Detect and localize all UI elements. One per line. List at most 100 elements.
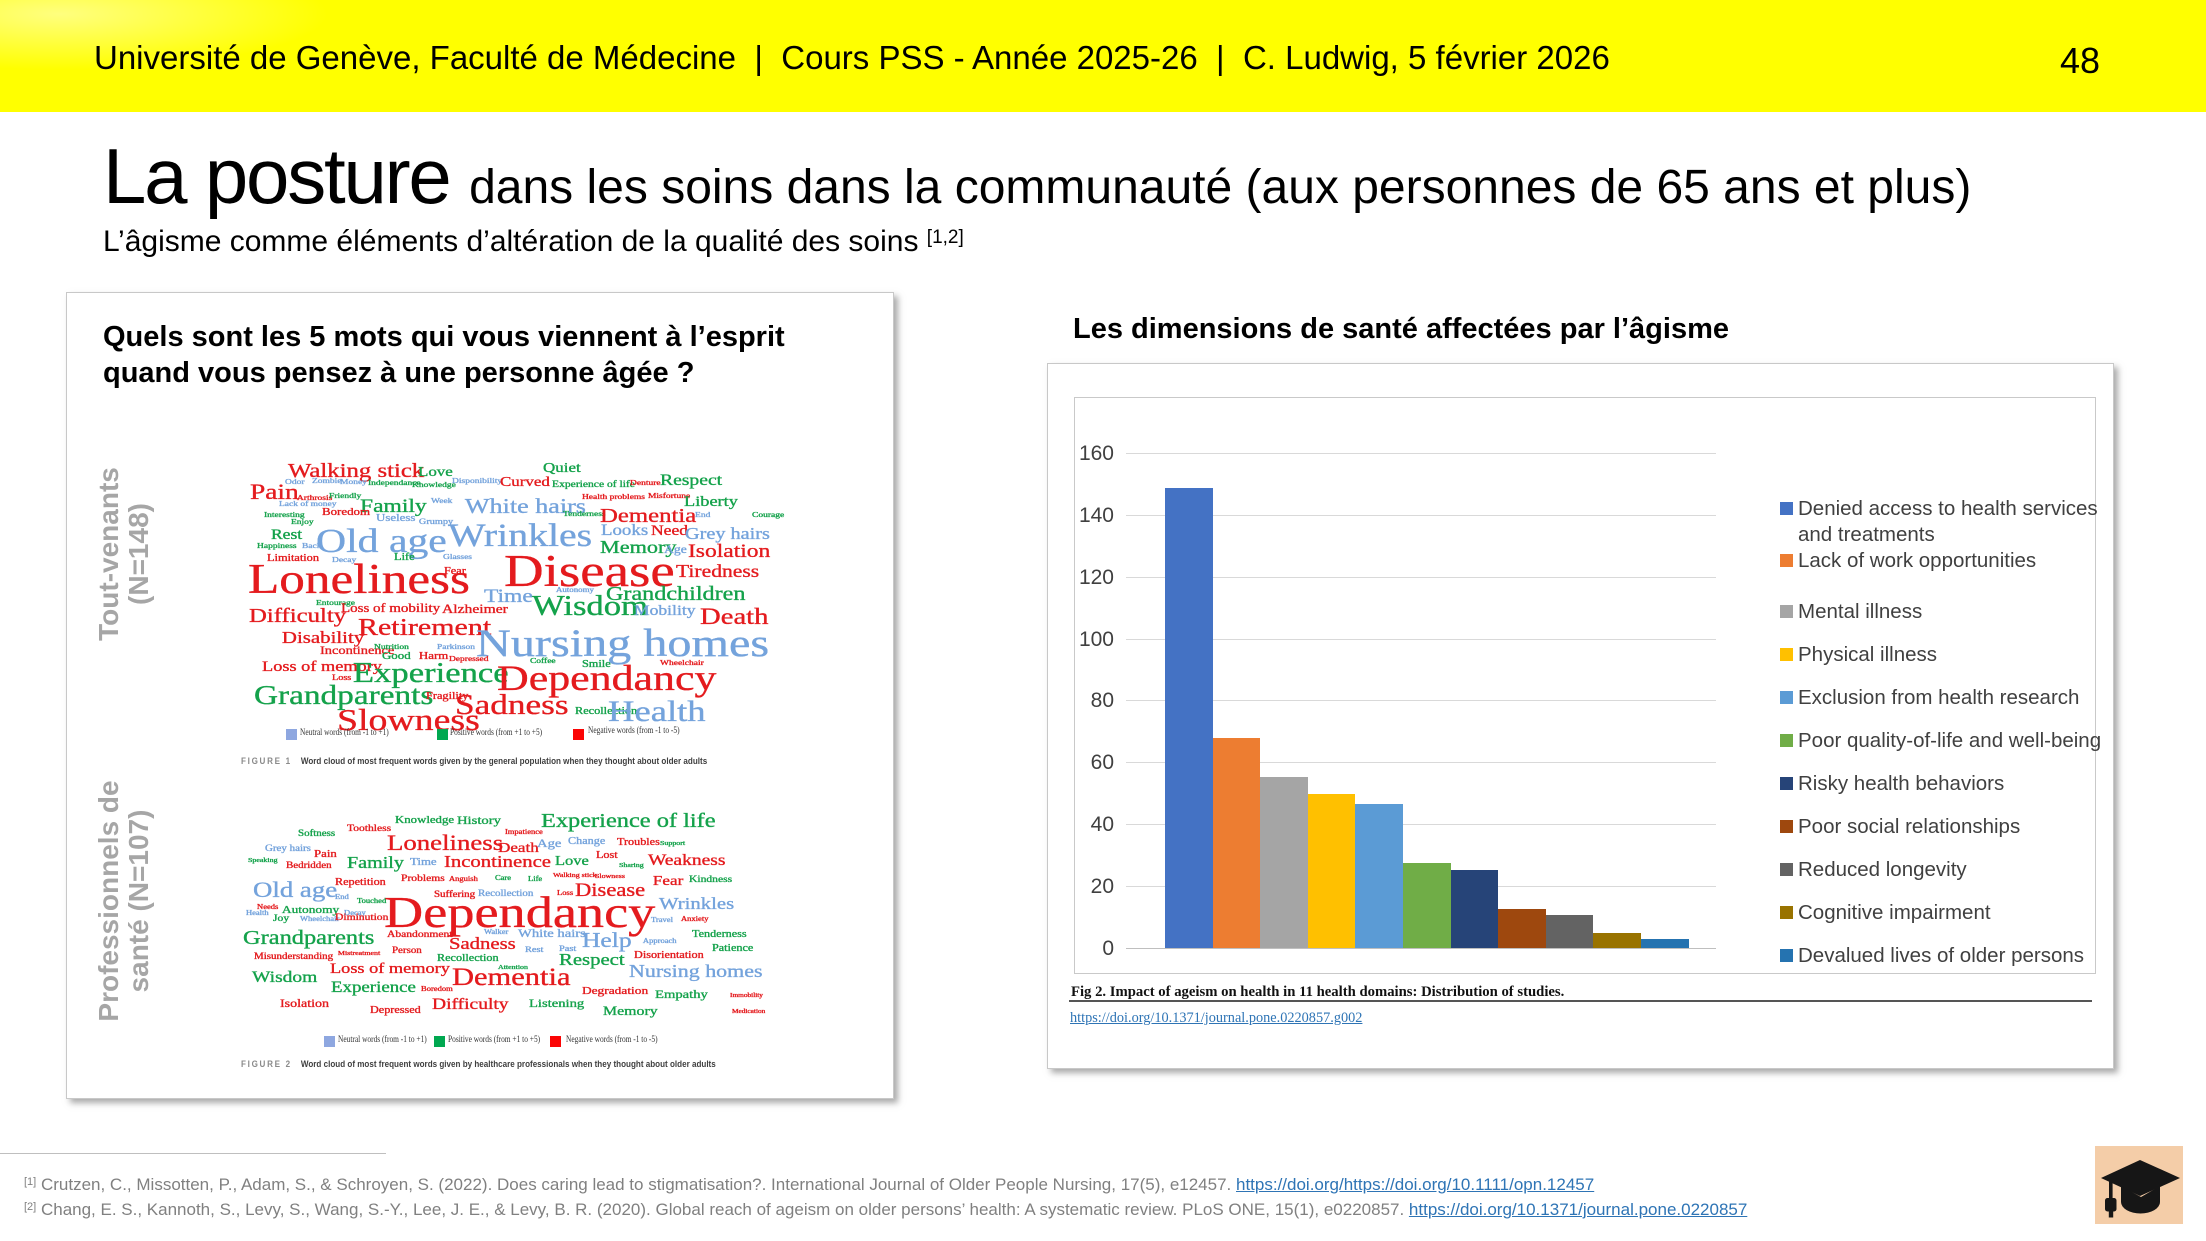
svg-text:Support: Support — [660, 840, 685, 847]
svg-text:Incontinence: Incontinence — [320, 643, 394, 656]
svg-text:Happiness: Happiness — [257, 541, 297, 550]
svg-text:Old age: Old age — [316, 522, 447, 560]
svg-text:Softness: Softness — [298, 829, 335, 839]
svg-text:Parkinson: Parkinson — [437, 642, 476, 651]
svg-text:Grey hairs: Grey hairs — [265, 844, 311, 854]
svg-text:Bedridden: Bedridden — [286, 861, 332, 871]
svg-text:Grumpy: Grumpy — [419, 518, 453, 527]
svg-text:Death: Death — [498, 840, 539, 855]
svg-text:Decay: Decay — [344, 909, 366, 917]
svg-text:Denture: Denture — [630, 478, 661, 487]
svg-text:Depressed: Depressed — [449, 654, 489, 663]
svg-text:Toothless: Toothless — [347, 824, 391, 834]
svg-text:Medication: Medication — [732, 1009, 766, 1015]
svg-text:Fear: Fear — [444, 566, 466, 577]
svg-text:Loneliness: Loneliness — [248, 556, 470, 603]
svg-text:Knowledge: Knowledge — [395, 814, 454, 826]
svg-text:White hairs: White hairs — [465, 495, 586, 518]
svg-text:Useless: Useless — [376, 511, 416, 524]
svg-text:Rest: Rest — [525, 946, 544, 955]
svg-text:Grandparents: Grandparents — [243, 926, 374, 948]
svg-text:Old age: Old age — [253, 878, 337, 902]
svg-text:Pain: Pain — [314, 848, 337, 860]
svg-text:Life: Life — [528, 875, 543, 883]
svg-text:Kindness: Kindness — [689, 875, 732, 885]
svg-text:Empathy: Empathy — [655, 987, 708, 1000]
svg-text:Friendly: Friendly — [329, 491, 362, 500]
svg-text:Disease: Disease — [575, 881, 645, 901]
svg-text:Nursing homes: Nursing homes — [476, 621, 769, 665]
svg-text:Disability: Disability — [282, 629, 365, 648]
svg-text:Tiredness: Tiredness — [676, 562, 759, 582]
svg-text:Problems: Problems — [401, 874, 445, 884]
svg-text:Age: Age — [537, 836, 561, 849]
svg-text:Walking stick: Walking stick — [288, 459, 425, 481]
svg-text:Good: Good — [382, 649, 411, 662]
svg-text:Interesting: Interesting — [264, 510, 305, 519]
svg-text:Autonomy: Autonomy — [556, 586, 595, 594]
svg-text:Limitation: Limitation — [267, 553, 319, 564]
svg-text:Difficulty: Difficulty — [432, 995, 509, 1013]
svg-text:Recollection: Recollection — [478, 889, 533, 899]
svg-text:Entourage: Entourage — [316, 598, 355, 607]
svg-text:Anguish: Anguish — [449, 875, 478, 883]
svg-text:Weakness: Weakness — [648, 851, 726, 869]
svg-text:Looks: Looks — [601, 522, 649, 539]
svg-text:Experience: Experience — [331, 979, 416, 996]
svg-text:Respect: Respect — [559, 951, 625, 970]
svg-text:Abandonment: Abandonment — [387, 930, 453, 940]
svg-text:Nursing homes: Nursing homes — [629, 962, 763, 982]
svg-text:Disponibility: Disponibility — [452, 476, 503, 485]
svg-text:Retirement: Retirement — [358, 613, 492, 640]
svg-text:Courage: Courage — [752, 510, 784, 519]
svg-text:Health: Health — [246, 909, 269, 917]
svg-text:Boredom: Boredom — [322, 505, 370, 518]
svg-text:Touched: Touched — [357, 897, 386, 905]
svg-text:Slowness: Slowness — [595, 873, 625, 880]
svg-text:Respect: Respect — [660, 471, 722, 489]
svg-text:Lack of money: Lack of money — [279, 499, 337, 508]
svg-text:Memory: Memory — [600, 538, 677, 558]
svg-text:Recollection: Recollection — [575, 706, 638, 717]
svg-text:Wrinkles: Wrinkles — [659, 895, 734, 914]
svg-text:Experience of life: Experience of life — [552, 480, 635, 490]
svg-text:Pain: Pain — [250, 480, 299, 504]
svg-text:Health: Health — [608, 695, 706, 728]
svg-text:Odor: Odor — [285, 477, 305, 486]
svg-text:Impatience: Impatience — [505, 828, 543, 836]
svg-text:Suffering: Suffering — [434, 890, 475, 900]
svg-text:Nutrition: Nutrition — [374, 642, 410, 651]
svg-text:Week: Week — [431, 496, 453, 505]
svg-text:Walker: Walker — [484, 928, 509, 936]
svg-text:Love: Love — [555, 854, 589, 868]
svg-text:Autonomy: Autonomy — [282, 903, 340, 916]
svg-text:Time: Time — [410, 856, 437, 868]
svg-text:Need: Need — [651, 523, 688, 538]
svg-text:Isolation: Isolation — [280, 997, 330, 1010]
svg-text:Independance: Independance — [368, 478, 421, 487]
svg-text:Sadness: Sadness — [455, 688, 569, 720]
svg-text:Harm: Harm — [419, 649, 448, 662]
svg-text:Dependancy: Dependancy — [384, 888, 655, 937]
svg-text:Tenderness: Tenderness — [563, 509, 606, 518]
svg-text:Experience: Experience — [353, 657, 509, 688]
svg-text:Misunderstanding: Misunderstanding — [254, 952, 333, 962]
svg-text:Alzheimer: Alzheimer — [442, 602, 508, 616]
svg-text:Incontinence: Incontinence — [444, 853, 551, 872]
svg-text:Grandparents: Grandparents — [254, 680, 433, 710]
svg-text:Decay: Decay — [332, 555, 357, 564]
svg-text:End: End — [335, 893, 349, 901]
svg-text:Dependancy: Dependancy — [497, 658, 716, 698]
svg-text:Recollection: Recollection — [437, 953, 499, 964]
svg-text:Diminution: Diminution — [335, 913, 389, 923]
svg-text:Disease: Disease — [504, 546, 675, 596]
svg-text:Slowness: Slowness — [337, 703, 480, 737]
svg-text:Loss of memory: Loss of memory — [330, 960, 451, 977]
svg-text:Zombie: Zombie — [312, 476, 342, 485]
svg-text:Wrinkles: Wrinkles — [448, 517, 592, 553]
svg-text:Wheelchair: Wheelchair — [300, 915, 340, 923]
svg-text:Dementia: Dementia — [600, 504, 696, 526]
svg-text:Loss: Loss — [557, 889, 573, 897]
svg-text:Patience: Patience — [712, 943, 753, 954]
svg-text:Arthrosis: Arthrosis — [297, 493, 333, 502]
